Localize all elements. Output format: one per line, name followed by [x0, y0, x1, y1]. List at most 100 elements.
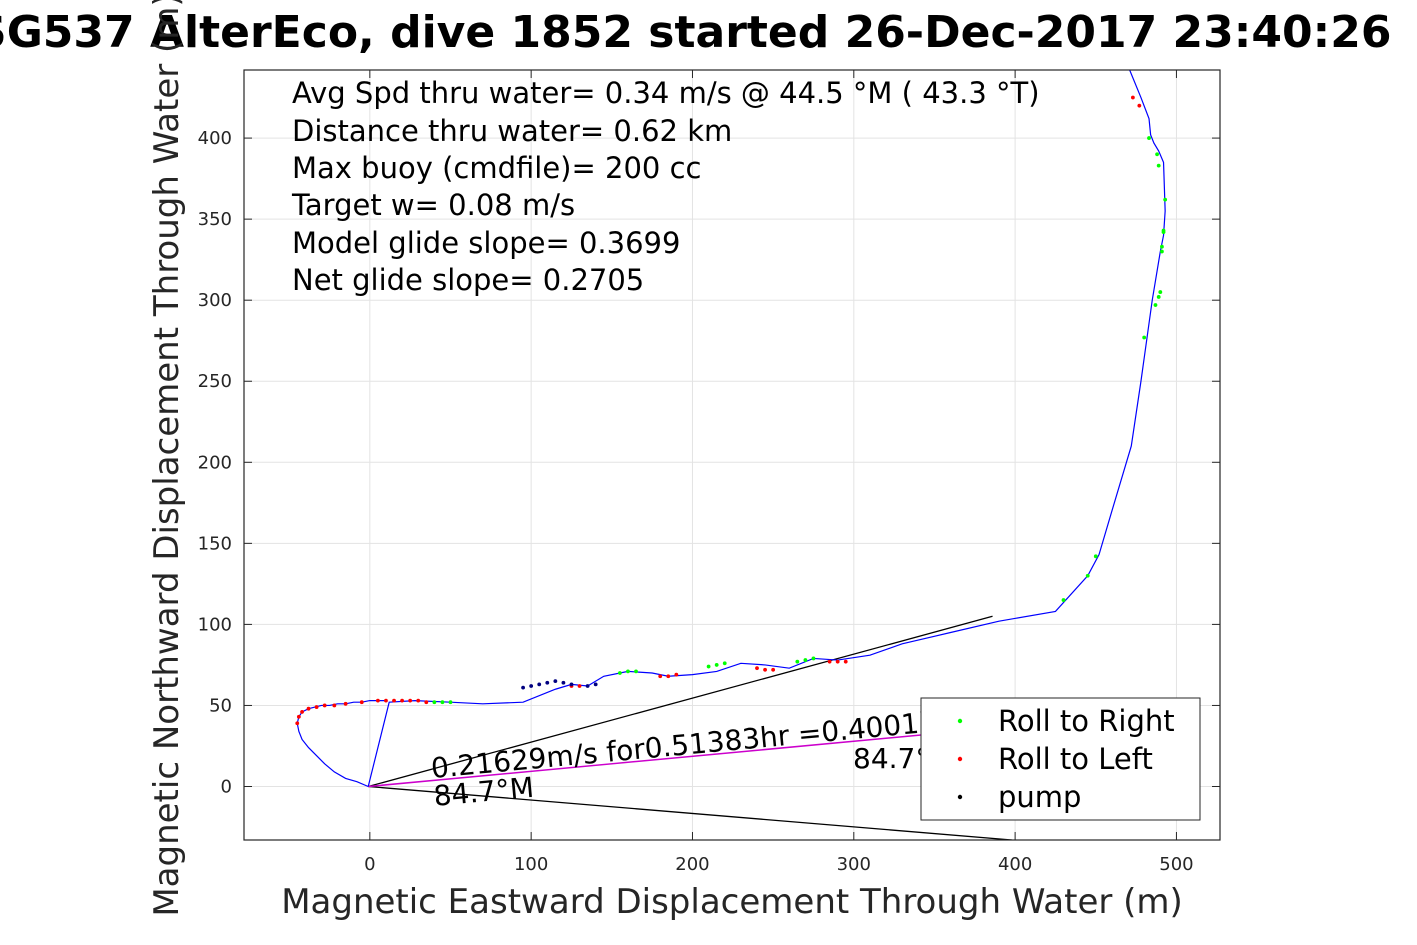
pump-point	[553, 679, 558, 684]
roll-left-point	[408, 698, 413, 703]
chart-title: SG537 AlterEco, dive 1852 started 26-Dec…	[0, 7, 1391, 58]
roll-right-point	[1155, 152, 1159, 157]
roll-right-point	[1061, 598, 1066, 602]
roll-left-point	[755, 666, 759, 671]
plot-frame	[243, 69, 1221, 841]
roll-right-point	[1093, 554, 1098, 559]
stat-max-buoy: Max buoy (cmdfile)= 200 cc	[292, 151, 701, 185]
y-tick-label: 400	[198, 128, 232, 149]
legend-marker-roll-right	[957, 718, 963, 724]
y-axis-label: Magnetic Northward Displacement Through …	[147, 0, 187, 917]
x-tick-label: 200	[675, 854, 709, 875]
roll-right-point	[1142, 335, 1147, 340]
dive-stats: Avg Spd thru water= 0.34 m/s @ 44.5 °M (…	[291, 76, 1040, 297]
legend-marker-pump	[957, 794, 963, 800]
roll-right-point	[1161, 228, 1166, 233]
roll-left-point	[296, 714, 301, 719]
roll-right-point	[1156, 295, 1161, 299]
roll-right-point	[795, 659, 800, 664]
roll-left-point	[416, 698, 421, 703]
roll-right-point	[811, 656, 816, 661]
roll-right-point	[803, 658, 808, 662]
roll-left-point	[332, 703, 337, 708]
stat-target-w: Target w= 0.08 m/s	[291, 188, 575, 222]
pump-point	[561, 680, 566, 685]
roll-right-point	[448, 700, 453, 705]
roll-left-point	[322, 703, 327, 708]
roll-left-point	[1130, 95, 1135, 100]
current-vector	[368, 725, 1012, 788]
roll-right-point	[1160, 249, 1164, 254]
y-tick-label: 50	[209, 695, 232, 716]
current-cone	[368, 615, 1012, 840]
roll-left-point	[424, 700, 429, 705]
roll-right-point	[1160, 244, 1164, 249]
pump-point	[585, 684, 590, 688]
roll-right-point	[1085, 573, 1090, 578]
axis-ticks: 0 100 200 300 400 500 0 50 100 150 200 250 300 350 400	[198, 70, 1220, 875]
legend-label-roll-right: Roll to Right	[998, 704, 1175, 738]
roll-markers	[295, 95, 1168, 726]
pump-point	[593, 682, 598, 687]
roll-left-point	[577, 684, 582, 688]
roll-left-point	[295, 721, 300, 726]
roll-left-point	[843, 659, 848, 664]
y-tick-label: 150	[198, 533, 232, 554]
roll-right-point	[714, 663, 719, 667]
roll-left-point	[314, 705, 319, 709]
stat-net-glide: Net glide slope= 0.2705	[292, 263, 644, 297]
roll-right-point	[1163, 197, 1168, 202]
y-tick-label: 100	[198, 614, 232, 635]
current-cone-line	[368, 615, 993, 788]
roll-left-point	[666, 674, 671, 679]
roll-left-point	[400, 698, 404, 703]
legend-label-pump: pump	[998, 780, 1081, 814]
y-tick-label: 250	[198, 371, 232, 392]
current-cone-line	[368, 785, 1012, 840]
roll-right-point	[1158, 290, 1163, 294]
roll-left-point	[658, 674, 663, 679]
roll-right-point	[617, 671, 622, 675]
x-axis-label: Magnetic Eastward Displacement Through W…	[281, 882, 1183, 922]
roll-left-point	[300, 710, 304, 714]
x-tick-label: 300	[837, 854, 871, 875]
roll-left-point	[306, 706, 311, 711]
x-tick-label: 400	[998, 854, 1032, 875]
legend-box	[920, 697, 1201, 821]
roll-right-point	[706, 664, 711, 669]
stat-avg-speed: Avg Spd thru water= 0.34 m/s @ 44.5 °M (…	[292, 76, 1040, 110]
roll-left-point	[827, 659, 832, 664]
roll-left-point	[674, 672, 679, 677]
stat-model-glide: Model glide slope= 0.3699	[292, 226, 680, 260]
stat-distance: Distance thru water= 0.62 km	[292, 114, 732, 148]
pump-point	[569, 682, 574, 687]
roll-left-point	[763, 667, 767, 672]
pump-point	[529, 684, 534, 688]
roll-right-point	[1156, 163, 1161, 168]
roll-left-point	[343, 701, 348, 706]
y-tick-label: 200	[198, 452, 232, 473]
y-tick-label: 0	[221, 777, 232, 798]
roll-left-point	[392, 698, 396, 703]
x-tick-label: 100	[514, 854, 548, 875]
y-tick-label: 350	[198, 209, 232, 230]
roll-left-point	[375, 698, 380, 703]
roll-left-point	[359, 700, 364, 705]
roll-right-point	[1147, 136, 1151, 140]
roll-right-point	[1153, 303, 1158, 307]
roll-right-point	[432, 700, 437, 705]
pump-point	[537, 682, 542, 687]
y-tick-label: 300	[198, 290, 232, 311]
pump-point	[545, 680, 550, 685]
roll-left-point	[771, 667, 776, 672]
roll-left-point	[384, 698, 388, 703]
roll-right-point	[440, 700, 445, 705]
roll-right-point	[634, 669, 638, 674]
legend-marker-roll-left	[957, 756, 963, 762]
roll-right-point	[626, 669, 630, 674]
legend: Roll to Right Roll to Left pump	[920, 697, 1201, 821]
roll-right-point	[722, 661, 727, 666]
x-tick-label: 500	[1159, 854, 1193, 875]
pump-point	[521, 685, 525, 690]
